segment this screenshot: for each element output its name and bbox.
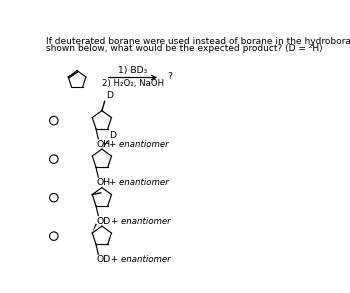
Polygon shape: [92, 224, 97, 233]
Polygon shape: [102, 140, 108, 149]
Text: OD: OD: [97, 217, 111, 226]
Text: 2) H₂O₂, NaOH: 2) H₂O₂, NaOH: [102, 79, 164, 88]
Text: shown below, what would be the expected product? (D = ²H): shown below, what would be the expected …: [46, 44, 323, 53]
Text: 1) BD₃: 1) BD₃: [118, 66, 147, 75]
Text: + enantiomer: + enantiomer: [109, 178, 169, 187]
Text: D: D: [106, 91, 113, 100]
Text: If deuterated borane were used instead of borane in the hydroboration oxidation : If deuterated borane were used instead o…: [46, 37, 350, 46]
Text: D: D: [109, 131, 116, 140]
Text: + enantiomer: + enantiomer: [109, 139, 169, 149]
Text: OD: OD: [97, 255, 111, 264]
Text: OH: OH: [97, 178, 111, 187]
Text: + enantiomer: + enantiomer: [111, 255, 170, 264]
Text: OH: OH: [97, 139, 111, 149]
Text: ?: ?: [168, 72, 173, 81]
Text: + enantiomer: + enantiomer: [111, 217, 170, 226]
